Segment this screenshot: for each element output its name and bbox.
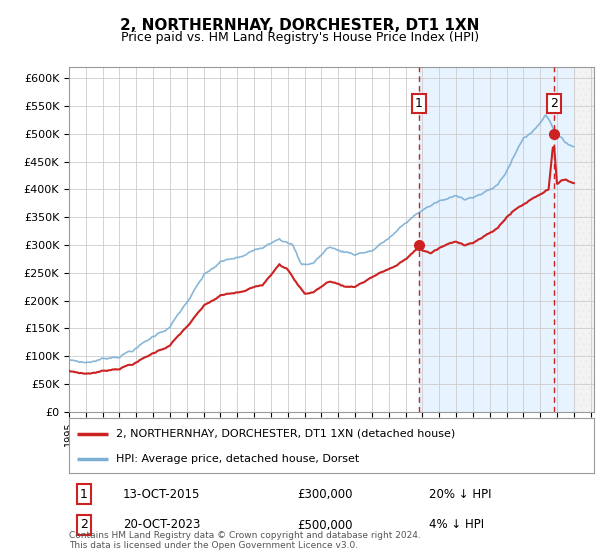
Text: This data is licensed under the Open Government Licence v3.0.: This data is licensed under the Open Gov… — [69, 542, 358, 550]
Bar — [419, 67, 574, 412]
Text: £500,000: £500,000 — [297, 519, 353, 531]
Text: 4% ↓ HPI: 4% ↓ HPI — [429, 519, 484, 531]
Text: 20% ↓ HPI: 20% ↓ HPI — [429, 488, 491, 501]
Text: Contains HM Land Registry data © Crown copyright and database right 2024.: Contains HM Land Registry data © Crown c… — [69, 531, 421, 540]
Text: Price paid vs. HM Land Registry's House Price Index (HPI): Price paid vs. HM Land Registry's House … — [121, 31, 479, 44]
Text: 2, NORTHERNHAY, DORCHESTER, DT1 1XN: 2, NORTHERNHAY, DORCHESTER, DT1 1XN — [121, 18, 479, 32]
Text: 2, NORTHERNHAY, DORCHESTER, DT1 1XN (detached house): 2, NORTHERNHAY, DORCHESTER, DT1 1XN (det… — [116, 429, 455, 438]
Text: 13-OCT-2015: 13-OCT-2015 — [123, 488, 200, 501]
Text: 2: 2 — [550, 97, 557, 110]
Text: HPI: Average price, detached house, Dorset: HPI: Average price, detached house, Dors… — [116, 455, 359, 464]
Text: 2: 2 — [80, 519, 88, 531]
Text: 20-OCT-2023: 20-OCT-2023 — [123, 519, 200, 531]
Text: 1: 1 — [80, 488, 88, 501]
Text: 1: 1 — [415, 97, 423, 110]
Bar — [574, 67, 594, 412]
Text: £300,000: £300,000 — [297, 488, 353, 501]
